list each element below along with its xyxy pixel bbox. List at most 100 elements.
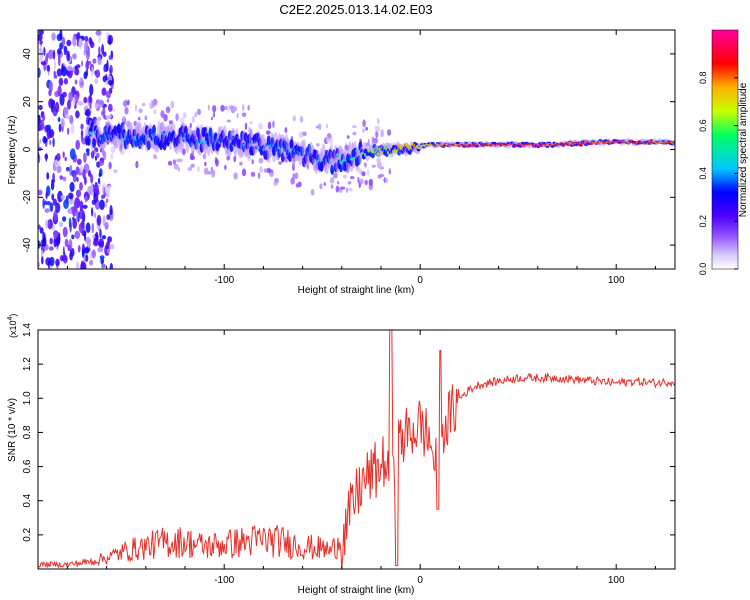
spectral-speckle: [175, 113, 179, 121]
noise-speckle: [109, 262, 113, 269]
noise-speckle: [55, 202, 61, 214]
spectral-speckle: [167, 160, 173, 166]
snr-panel: -100 0 100 0.2 0.4 0.6 0.8 1.0 1.2 1.4 Height of…: [7, 314, 676, 596]
spectral-speckle: [371, 164, 377, 168]
spectral-speckle: [329, 137, 334, 144]
spectral-speckle: [226, 155, 230, 161]
spectral-speckle: [266, 167, 271, 174]
noise-speckle: [38, 67, 41, 78]
spectral-speckle: [144, 115, 148, 121]
noise-speckle: [62, 226, 68, 238]
spectral-speckle: [134, 103, 138, 112]
spectral-speckle: [236, 112, 239, 119]
noise-speckle: [48, 89, 52, 97]
noise-speckle: [98, 177, 101, 184]
noise-speckle: [111, 83, 114, 90]
colorbar: 0.0 0.2 0.4 0.6 0.8 Normalized spectral ampl…: [698, 29, 749, 275]
spectral-speckle: [105, 115, 110, 120]
spectral-speckle: [190, 163, 195, 168]
noise-speckle: [53, 49, 56, 60]
spectral-speckle: [173, 163, 179, 170]
noise-speckle: [66, 65, 73, 72]
snr-x-tick-label: 0: [417, 575, 423, 586]
ridge-body: [430, 142, 435, 145]
spectral-speckle: [357, 176, 360, 184]
spectral-speckle: [364, 179, 368, 186]
colorbar-gradient: [711, 29, 739, 270]
noise-speckle: [84, 35, 89, 43]
noise-speckle: [84, 247, 90, 254]
spectral-speckle: [388, 169, 392, 175]
noise-speckle: [59, 175, 64, 180]
spectral-speckle: [294, 172, 299, 179]
spectral-speckle: [153, 109, 157, 115]
noise-speckle: [45, 153, 48, 162]
spectral-speckle: [108, 161, 112, 170]
noise-speckle: [81, 248, 85, 258]
noise-speckle: [72, 97, 76, 107]
spectral-speckle: [113, 169, 118, 174]
spectral-speckle: [137, 116, 141, 121]
spectral-speckle: [163, 113, 168, 122]
noise-speckle: [47, 219, 53, 230]
spectrogram-y-tick-label: 0: [22, 146, 33, 152]
spectral-speckle: [212, 105, 217, 113]
spectral-speckle: [251, 159, 254, 165]
noise-speckle: [102, 106, 106, 119]
noise-speckle: [89, 259, 94, 266]
spectral-speckle: [210, 116, 214, 121]
spectral-speckle: [365, 126, 368, 131]
spectral-speckle: [124, 99, 128, 105]
noise-speckle: [43, 137, 48, 143]
noise-speckle: [57, 85, 62, 97]
noise-speckle: [38, 224, 41, 230]
noise-speckle: [96, 161, 101, 168]
noise-speckle: [52, 137, 55, 148]
ridge-body: [92, 138, 97, 148]
spectral-speckle: [226, 119, 231, 123]
noise-speckle: [63, 199, 69, 210]
noise-speckle: [74, 67, 80, 76]
noise-speckle: [80, 123, 84, 130]
noise-speckle: [67, 99, 71, 110]
spectrogram-x-tick-label: 0: [417, 275, 423, 286]
spectrogram-y-tick-label: 40: [22, 48, 33, 60]
spectral-speckle: [380, 129, 384, 138]
noise-speckle: [107, 103, 113, 112]
spectral-speckle: [366, 169, 370, 177]
noise-speckle: [49, 237, 53, 245]
noise-speckle: [106, 59, 109, 72]
spectral-speckle: [227, 106, 230, 113]
spectral-speckle: [259, 166, 263, 173]
spectral-speckle: [228, 105, 234, 110]
noise-speckle: [92, 239, 99, 247]
spectral-speckle: [207, 104, 210, 111]
noise-speckle: [108, 55, 112, 60]
spectral-speckle: [295, 183, 299, 188]
spectral-speckle: [361, 128, 366, 134]
noise-speckle: [103, 67, 107, 73]
spectrogram-y-ticks: -40 -20 0 20 40: [22, 48, 675, 252]
spectral-speckle: [351, 125, 357, 129]
spectral-speckle: [376, 161, 382, 169]
noise-speckle: [38, 104, 43, 111]
spectral-speckle: [189, 153, 194, 161]
noise-speckle: [49, 202, 54, 212]
spectral-speckle: [273, 181, 278, 186]
noise-speckle: [41, 256, 44, 265]
noise-speckle: [53, 209, 58, 222]
snr-frame: [37, 329, 676, 570]
noise-speckle: [99, 199, 105, 211]
spectral-speckle: [215, 158, 219, 167]
noise-speckle: [93, 184, 99, 195]
spectral-speckle: [346, 135, 350, 139]
noise-speckle: [46, 64, 51, 72]
snr-y-scale-exp: 4: [7, 316, 14, 320]
spectral-speckle: [191, 115, 196, 124]
ridge-body: [289, 138, 294, 149]
ridge-body: [545, 145, 550, 148]
spectral-speckle: [326, 123, 328, 129]
noise-speckle: [91, 181, 94, 193]
noise-speckle: [86, 151, 90, 157]
